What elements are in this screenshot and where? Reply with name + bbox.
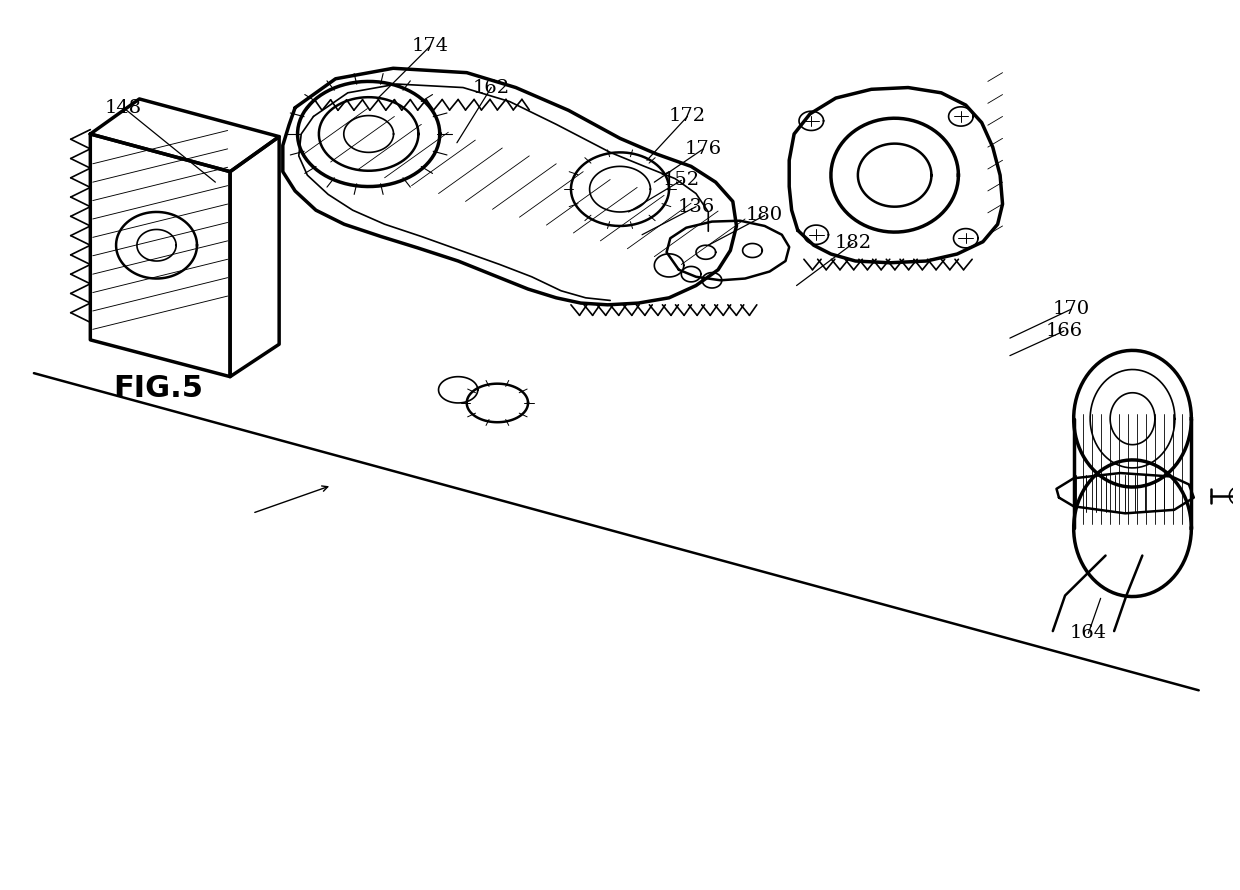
Text: 174: 174 (412, 37, 449, 55)
Text: 172: 172 (668, 108, 706, 125)
Text: 180: 180 (746, 206, 784, 224)
Text: 152: 152 (662, 172, 699, 190)
Text: 166: 166 (1045, 322, 1083, 340)
Text: 170: 170 (1053, 300, 1090, 319)
Text: 136: 136 (677, 198, 714, 215)
Text: 176: 176 (684, 140, 722, 158)
Text: 164: 164 (1070, 625, 1107, 643)
Text: 162: 162 (472, 78, 510, 96)
Text: 182: 182 (835, 234, 872, 253)
Text: 148: 148 (105, 99, 143, 117)
Text: FIG.5: FIG.5 (114, 374, 203, 402)
